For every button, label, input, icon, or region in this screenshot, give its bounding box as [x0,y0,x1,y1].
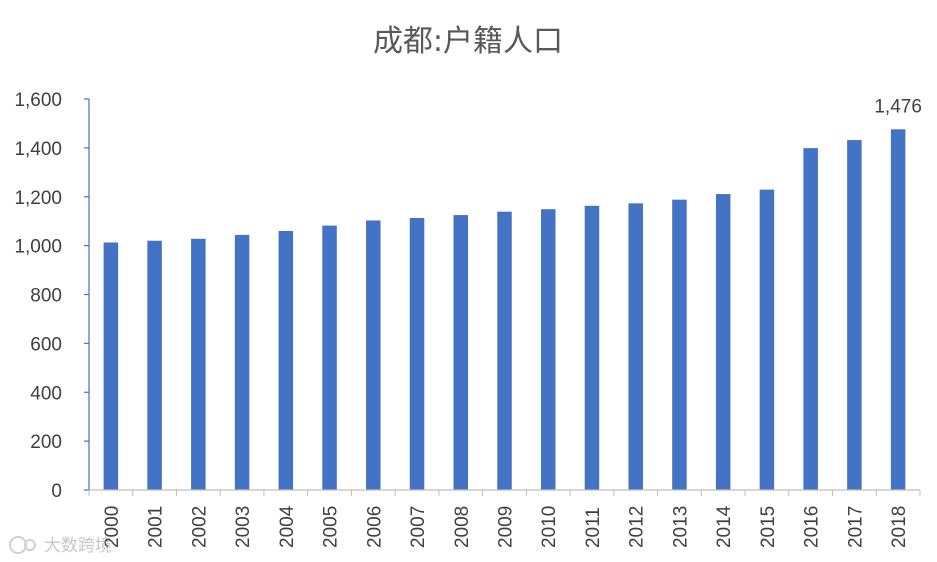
x-axis-ticks: 2000 2001 2002 2003 2004 2005 2006 2007 2008 2009… [88,490,921,548]
x-tick-label: 2003 [233,506,254,548]
y-tick-label: 0 [51,481,62,502]
x-tick-label: 2001 [146,506,167,548]
bars [103,129,906,491]
chart-title: 成都:户籍人口 [373,24,563,59]
axes [88,99,920,491]
bar-2002 [191,238,206,490]
y-tick-label: 800 [30,286,62,307]
y-tick-label: 1,000 [14,237,62,258]
x-tick-label: 2000 [102,506,123,548]
x-tick-label: 2017 [845,506,866,548]
bar-2008 [453,215,469,490]
x-tick-label: 2006 [364,506,385,548]
bar-2014 [715,194,731,490]
x-tick-label: 2008 [452,506,473,548]
x-tick-label: 2018 [889,506,910,548]
watermark-logo-icon [9,536,36,554]
x-tick-label: 2004 [277,505,298,548]
watermark-text: 大数跨境 [44,536,112,556]
bar-2001 [147,240,162,490]
x-tick-label: 2011 [583,507,604,548]
y-tick-label: 1,200 [14,188,62,209]
x-tick-label: 2005 [321,506,342,548]
x-tick-label: 2012 [627,506,648,548]
bar-2009 [497,211,512,490]
x-tick-label: 2009 [496,506,517,548]
bar-2013 [672,199,687,490]
x-tick-label: 2014 [714,505,735,548]
bar-2016 [803,148,818,490]
x-tick-label: 2010 [539,506,560,548]
bar-2015 [759,189,775,490]
y-tick-label: 1,600 [14,90,62,111]
bar-2017 [847,140,862,490]
x-tick-label: 2002 [189,506,210,548]
bar-2004 [278,230,294,490]
bar-2011 [584,205,600,491]
y-tick-label: 1,400 [14,139,62,160]
bar-2018 [890,129,906,491]
data-label: 1,476 [874,96,922,117]
data-labels: 1,476 [874,96,922,117]
bar-2005 [322,225,337,490]
bar-2006 [366,220,381,490]
bar-2003 [234,234,250,490]
bar-2007 [409,218,425,490]
y-tick-label: 200 [30,432,62,453]
bar-2012 [628,203,643,490]
x-tick-label: 2015 [758,506,779,548]
x-tick-label: 2007 [408,506,429,548]
bar-2000 [103,242,119,490]
x-tick-label: 2016 [802,506,823,548]
y-tick-label: 600 [30,334,62,355]
y-axis-ticks: 0 200 400 600 800 1,000 1,200 1,400 1,600 [14,90,89,502]
watermark: 大数跨境 [9,536,112,556]
x-tick-label: 2013 [670,506,691,548]
bar-2010 [540,209,556,490]
y-tick-label: 400 [30,383,62,404]
